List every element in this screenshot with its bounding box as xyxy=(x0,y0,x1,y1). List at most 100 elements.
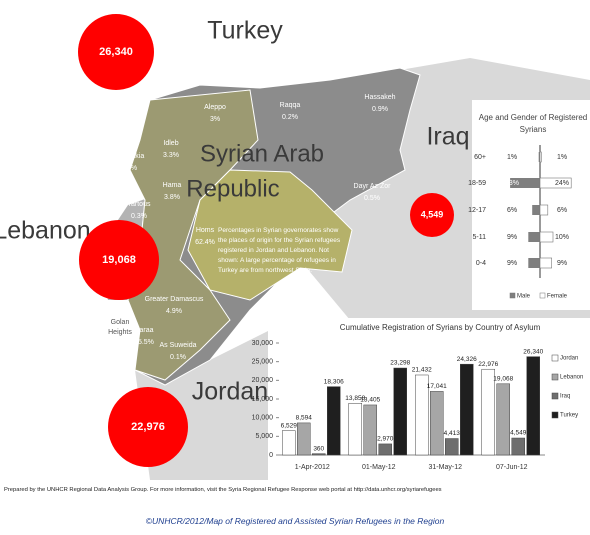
pyramid-bar xyxy=(510,178,540,188)
legend-swatch xyxy=(539,292,546,299)
value-label: 24,326 xyxy=(457,356,477,363)
value-label: 8,594 xyxy=(296,415,313,422)
refugee-count: 26,340 xyxy=(99,46,133,58)
country-label: Jordan xyxy=(192,378,268,406)
governorate-name: Golan Heights xyxy=(108,319,132,336)
value-label: 13,405 xyxy=(360,397,380,404)
x-tick-label: 07-Jun-12 xyxy=(496,464,528,471)
bar xyxy=(481,368,495,456)
chart-title: Age and Gender of Registered Syrians xyxy=(478,113,588,134)
value-label: 24% xyxy=(555,180,569,187)
bar xyxy=(496,383,510,456)
bar xyxy=(393,367,407,456)
refugee-count: 22,976 xyxy=(131,421,165,433)
pyramid-bar xyxy=(539,151,542,163)
governorate-share: 0.2% xyxy=(282,114,298,121)
country-label: Turkey xyxy=(207,17,283,45)
chart-panel xyxy=(268,318,590,486)
y-tick-label: 5,000 xyxy=(255,433,273,440)
value-label: 19,068 xyxy=(493,376,513,383)
legend-label: Turkey xyxy=(560,413,578,419)
bar xyxy=(312,453,326,456)
legend-label: Iraq xyxy=(560,394,570,400)
value-label: 23,298 xyxy=(390,360,410,367)
pyramid-bar xyxy=(528,232,540,242)
governorate-share: 1% xyxy=(127,165,137,172)
x-tick-label: 1-Apr-2012 xyxy=(295,464,330,471)
legend-swatch xyxy=(551,411,559,419)
value-label: 6% xyxy=(557,207,567,214)
refugee-circle xyxy=(108,387,188,467)
y-tick-label: 20,000 xyxy=(252,377,274,384)
value-label: 4,549 xyxy=(510,430,527,437)
pyramid-bar xyxy=(539,177,572,189)
governorate-name: As Suweida xyxy=(160,342,197,349)
pyramid-bar xyxy=(528,258,540,268)
y-tick-label: 0 xyxy=(269,452,273,459)
refugee-circle xyxy=(410,193,454,237)
legend-swatch xyxy=(509,292,516,299)
governorate-share: 62.4% xyxy=(195,239,215,246)
value-label: 26,340 xyxy=(523,348,543,355)
governorate-share: 0.5% xyxy=(364,195,380,202)
homs-region xyxy=(187,169,353,301)
legend-label: Female xyxy=(547,294,568,300)
governorate-share: 0.1% xyxy=(170,354,186,361)
x-tick-label: 31-May-12 xyxy=(429,464,463,471)
x-tick-label: 01-May-12 xyxy=(362,464,396,471)
governorate-name: Daraa xyxy=(134,327,153,334)
chart-title: Cumulative Registration of Syrians by Co… xyxy=(340,323,541,332)
legend-label: Male xyxy=(517,294,531,300)
bar xyxy=(415,374,429,456)
governorate-share: 3.8% xyxy=(164,194,180,201)
bar xyxy=(378,443,392,456)
value-label: 21,432 xyxy=(412,367,432,374)
country-label: Lebanon xyxy=(0,217,91,245)
value-label: 22,976 xyxy=(478,361,498,368)
value-label: 6% xyxy=(507,207,517,214)
governorate-share: 0.3% xyxy=(131,213,147,220)
bar xyxy=(460,363,474,456)
governorate-name: Lattakia xyxy=(120,153,145,160)
governorate-name: Tartous xyxy=(128,201,151,208)
value-label: 9% xyxy=(557,260,567,267)
legend-swatch xyxy=(551,373,559,381)
bar xyxy=(445,438,459,456)
syria-west xyxy=(127,89,259,381)
legend-swatch xyxy=(551,354,559,362)
pyramid-bar xyxy=(539,204,549,216)
pyramid-bar xyxy=(539,257,552,269)
age-label: 60+ xyxy=(474,154,486,161)
value-label: 4,413 xyxy=(444,430,461,437)
y-tick-label: 10,000 xyxy=(252,415,274,422)
pyramid-bar xyxy=(532,205,540,215)
bar xyxy=(348,403,362,456)
value-label: 9% xyxy=(507,234,517,241)
pyramid-bar xyxy=(538,152,540,162)
value-label: 2,970 xyxy=(377,436,394,443)
y-tick-label: 15,000 xyxy=(252,396,274,403)
bar xyxy=(363,404,377,456)
syria-label: Syrian Arab xyxy=(200,140,324,167)
value-label: 13,858 xyxy=(345,395,365,402)
y-tick-label: 25,000 xyxy=(252,359,274,366)
age-label: 5-11 xyxy=(473,234,487,241)
refugee-circle xyxy=(78,14,154,90)
governorate-name: Homs xyxy=(196,227,215,234)
age-panel xyxy=(472,100,590,310)
legend-swatch xyxy=(551,392,559,400)
legend-label: Lebanon xyxy=(560,375,583,381)
value-label: 17,041 xyxy=(427,383,447,390)
syria-label: Republic xyxy=(186,175,279,202)
value-label: 6,529 xyxy=(281,422,298,429)
value-label: 1% xyxy=(507,154,517,161)
governorate-name: Aleppo xyxy=(204,104,226,111)
governorate-share: 3.3% xyxy=(163,152,179,159)
refugee-count: 19,068 xyxy=(102,254,136,266)
pyramid-bar xyxy=(539,231,554,243)
governorate-name: Dayr Az Zor xyxy=(354,183,392,190)
governorate-name: Hama xyxy=(163,182,182,189)
map-annotation: Percentages in Syrian governorates show … xyxy=(218,227,341,274)
